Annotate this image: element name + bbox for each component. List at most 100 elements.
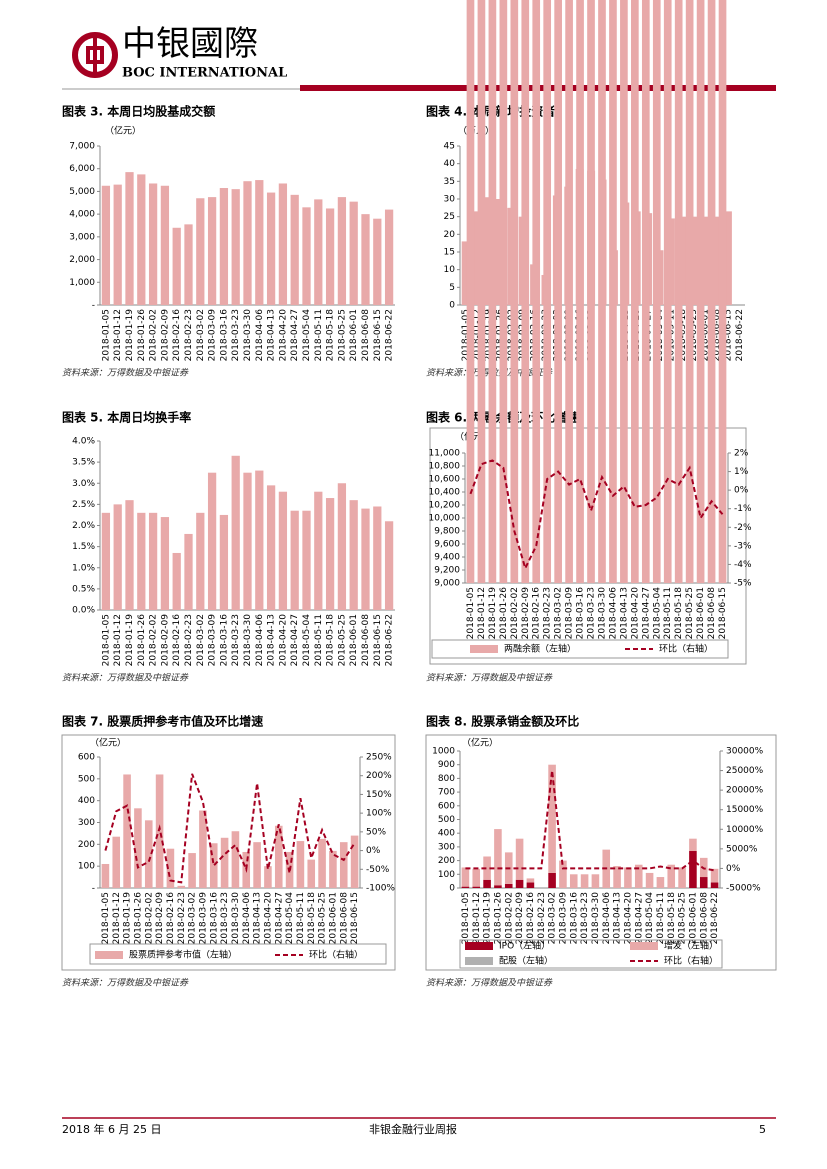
x-tick-label: 2018-03-09 xyxy=(565,587,575,640)
bar xyxy=(701,216,710,305)
x-tick-label: 2018-05-04 xyxy=(302,309,312,362)
bar xyxy=(473,211,482,305)
chart-frame xyxy=(425,734,777,971)
bar xyxy=(689,216,698,305)
x-tick-label: 2018-03-16 xyxy=(219,309,229,362)
bar xyxy=(278,183,288,305)
y-tick-label: 10,000 xyxy=(429,514,461,524)
x-tick-label: 2018-06-15 xyxy=(373,614,383,666)
x-tick-label: 2018-04-27 xyxy=(290,309,300,361)
y-tick-label: - xyxy=(92,884,95,894)
bar xyxy=(123,774,131,888)
bar xyxy=(634,864,643,888)
bar xyxy=(325,498,335,610)
bar xyxy=(125,500,134,610)
bar xyxy=(548,764,556,873)
y-tick-label: 2,000 xyxy=(69,255,95,265)
y-unit: （亿元） xyxy=(105,125,141,137)
bar xyxy=(220,837,229,888)
x-tick-label: 2018-03-02 xyxy=(196,309,206,361)
bar xyxy=(339,842,348,888)
legend-swatch xyxy=(630,942,658,950)
y-tick-label: 9,800 xyxy=(434,527,460,537)
x-tick-label: 2018-05-18 xyxy=(667,892,677,945)
x-tick-label: 2018-04-20 xyxy=(623,892,633,945)
x-tick-label: 2018-02-23 xyxy=(537,892,547,944)
y-tick-label: 900 xyxy=(438,760,455,770)
x-tick-label: 2018-06-08 xyxy=(712,309,722,362)
x-tick-label: 2018-04-06 xyxy=(255,614,265,667)
x-tick-label: 2018-04-20 xyxy=(278,614,288,667)
y2-tick-label: 0% xyxy=(726,864,741,874)
x-tick-label: 2018-05-11 xyxy=(314,614,324,666)
legend-swatch xyxy=(465,957,493,965)
x-tick-label: 2018-04-13 xyxy=(619,587,629,639)
bar xyxy=(576,0,584,584)
x-tick-label: 2018-06-22 xyxy=(385,614,395,666)
bar xyxy=(526,882,535,888)
bar xyxy=(598,0,606,584)
bar xyxy=(137,174,146,305)
x-tick-label: 2018-01-12 xyxy=(473,309,483,361)
bar xyxy=(296,841,305,888)
y2-tick-label: 1% xyxy=(734,467,749,477)
bar xyxy=(548,872,556,888)
bar xyxy=(532,0,541,583)
bar xyxy=(101,863,110,888)
x-tick-label: 2018-02-23 xyxy=(184,309,194,361)
bar xyxy=(483,879,491,888)
x-tick-label: 2018-05-11 xyxy=(314,309,324,361)
y-unit: （亿元） xyxy=(90,737,126,749)
x-tick-label: 2018-03-23 xyxy=(231,614,241,666)
bar xyxy=(361,214,370,305)
y-tick-label: 300 xyxy=(78,818,95,828)
x-tick-label: 2018-06-01 xyxy=(349,614,359,666)
bar xyxy=(652,0,661,584)
bar xyxy=(349,201,358,305)
x-tick-label: 2018-06-08 xyxy=(707,587,717,640)
x-tick-label: 2018-01-26 xyxy=(493,892,503,945)
x-tick-label: 2018-01-26 xyxy=(133,892,143,945)
y-tick-label: 3,000 xyxy=(69,232,95,242)
x-tick-label: 2018-01-19 xyxy=(125,309,135,362)
x-tick-label: 2018-01-26 xyxy=(499,587,509,640)
x-tick-label: 2018-04-20 xyxy=(278,309,288,362)
bar xyxy=(253,842,261,888)
y-tick-label: 15 xyxy=(444,248,455,258)
x-tick-label: 2018-03-02 xyxy=(196,614,206,666)
x-tick-label: 2018-03-23 xyxy=(231,309,241,361)
x-tick-label: 2018-04-27 xyxy=(274,892,284,944)
x-tick-label: 2018-03-02 xyxy=(548,892,558,944)
x-tick-label: 2018-05-11 xyxy=(296,892,306,944)
y-tick-label: 5 xyxy=(449,283,455,293)
x-tick-label: 2018-06-01 xyxy=(328,892,338,944)
x-tick-label: 2018-01-26 xyxy=(137,614,147,667)
bar xyxy=(710,882,719,888)
y2-tick-label: 100% xyxy=(366,809,392,819)
chart-title: 图表 3. 本周日均股基成交额 xyxy=(62,104,215,119)
legend-label: 两融余额（左轴） xyxy=(504,643,576,655)
y2-tick-label: 2% xyxy=(734,449,749,459)
logo-en: BOC INTERNATIONAL xyxy=(122,66,287,81)
x-tick-label: 2018-06-22 xyxy=(385,309,395,361)
y-tick-label: 700 xyxy=(438,788,455,798)
x-tick-label: 2018-06-01 xyxy=(349,309,359,361)
x-tick-label: 2018-05-04 xyxy=(285,892,295,945)
bar xyxy=(515,838,524,880)
legend-label: 环比（右轴） xyxy=(659,643,713,655)
bar xyxy=(337,197,347,305)
y-tick-label: 2.5% xyxy=(72,500,95,510)
x-tick-label: 2018-01-12 xyxy=(112,892,122,944)
x-tick-label: 2018-05-25 xyxy=(689,309,699,361)
y-tick-label: 40 xyxy=(444,159,456,169)
y-tick-label: 100 xyxy=(78,862,95,872)
bar xyxy=(243,181,252,305)
x-tick-label: 2018-01-19 xyxy=(125,614,135,667)
bar xyxy=(624,867,632,888)
bar xyxy=(631,0,639,583)
y2-tick-label: 250% xyxy=(366,753,392,763)
bar xyxy=(554,0,562,584)
x-tick-label: 2018-01-05 xyxy=(101,892,111,944)
bar xyxy=(278,491,288,610)
x-tick-label: 2018-04-13 xyxy=(267,614,277,666)
